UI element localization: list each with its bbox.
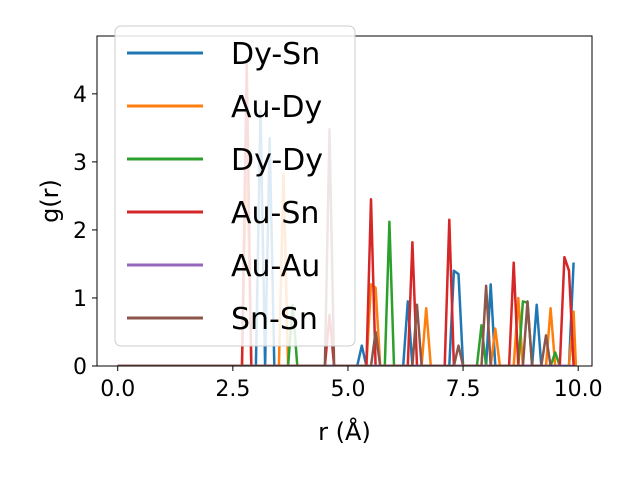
legend-label-au-au: Au-Au xyxy=(231,249,320,284)
y-tick-label: 4 xyxy=(73,83,87,108)
y-tick-label: 3 xyxy=(73,151,87,176)
legend-label-dy-sn: Dy-Sn xyxy=(231,37,320,72)
y-tick-label: 2 xyxy=(73,219,87,244)
series-line-sn-sn xyxy=(117,127,552,366)
x-axis-ticks: 0.0 2.5 5.0 7.5 10.0 xyxy=(100,366,603,402)
legend-label-au-sn: Au-Sn xyxy=(231,196,319,231)
x-tick-label: 5.0 xyxy=(330,377,365,402)
y-axis-label: g(r) xyxy=(36,179,64,223)
legend: Dy-Sn Au-Dy Dy-Dy Au-Sn Au-Au Sn-Sn xyxy=(114,25,356,347)
series-line-au-sn xyxy=(117,61,575,366)
y-tick-label: 0 xyxy=(73,355,87,380)
x-tick-label: 2.5 xyxy=(215,377,250,402)
x-tick-label: 7.5 xyxy=(446,377,481,402)
legend-label-sn-sn: Sn-Sn xyxy=(231,302,318,337)
y-axis-ticks: 0 1 2 3 4 xyxy=(73,83,97,380)
legend-box xyxy=(114,25,356,347)
x-tick-label: 0.0 xyxy=(100,377,135,402)
y-tick-label: 1 xyxy=(73,287,87,312)
x-axis-label: r (Å) xyxy=(318,417,371,446)
legend-label-au-dy: Au-Dy xyxy=(231,90,322,125)
legend-label-dy-dy: Dy-Dy xyxy=(231,143,323,178)
x-tick-label: 10.0 xyxy=(554,377,603,402)
